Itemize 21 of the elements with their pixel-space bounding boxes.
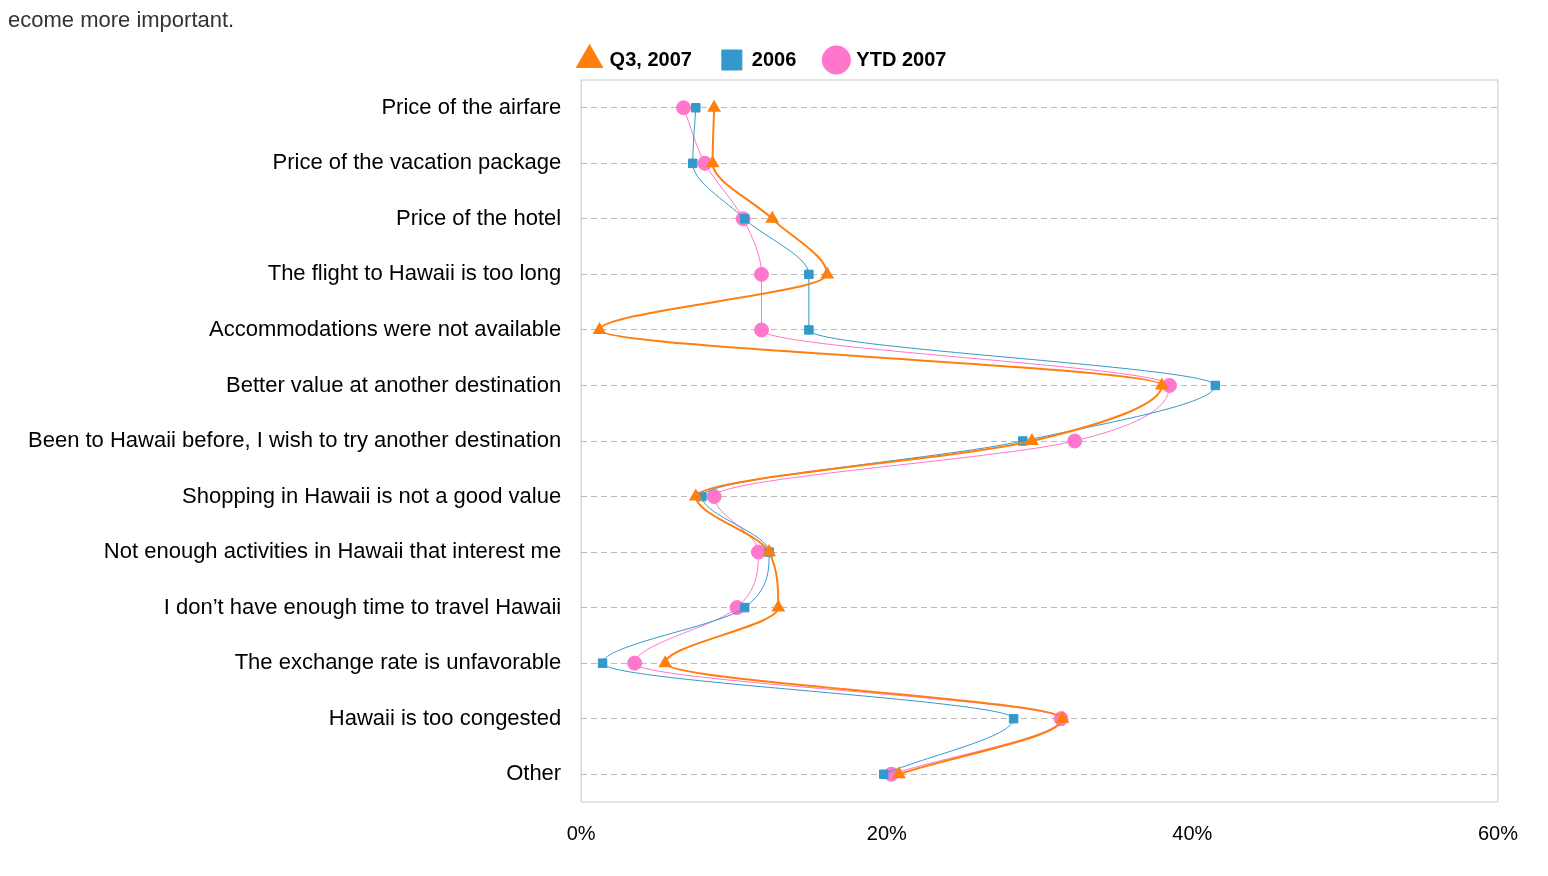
legend-label: 2006 xyxy=(751,47,797,70)
x-tick-label: 20% xyxy=(866,821,908,844)
text: ecome more important. xyxy=(8,7,235,33)
y-tick-label: Price of the vacation package xyxy=(272,149,562,175)
x-tick-label: 40% xyxy=(1172,821,1213,844)
y-tick-label: I don’t have enough time to travel Hawaii xyxy=(163,593,562,619)
y-tick-label: Price of the airfare xyxy=(381,93,562,119)
y-tick-label: The flight to Hawaii is too long xyxy=(267,260,562,286)
y-tick-label: Other xyxy=(506,760,562,786)
y-tick-label: Accommodations were not available xyxy=(209,315,562,341)
y-tick-label: Price of the hotel xyxy=(396,204,562,230)
y-tick-label: Not enough activities in Hawaii that interest me xyxy=(103,538,562,564)
legend-label: YTD 2007 xyxy=(856,47,947,70)
y-tick-label: Been to Hawaii before, I wish to try another destination xyxy=(27,427,562,453)
y-tick-label: Shopping in Hawaii is not a good value xyxy=(182,482,562,508)
y-tick-label: The exchange rate is unfavorable xyxy=(234,649,562,675)
x-tick-label: 0% xyxy=(566,821,596,844)
x-tick-label: 60% xyxy=(1477,821,1519,844)
y-tick-label: Hawaii is too congested xyxy=(328,704,562,730)
y-tick-label: Better value at another destination xyxy=(226,371,562,397)
legend-label: Q3, 2007 xyxy=(609,47,692,70)
